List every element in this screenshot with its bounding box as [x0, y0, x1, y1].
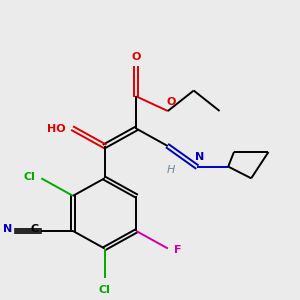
Text: Cl: Cl — [99, 285, 110, 295]
Text: O: O — [131, 52, 141, 62]
Text: N: N — [3, 224, 13, 235]
Text: Cl: Cl — [24, 172, 36, 182]
Text: H: H — [167, 165, 175, 175]
Text: O: O — [166, 97, 175, 106]
Text: F: F — [174, 245, 181, 255]
Text: N: N — [195, 152, 204, 162]
Text: C: C — [30, 224, 38, 235]
Text: HO: HO — [47, 124, 66, 134]
